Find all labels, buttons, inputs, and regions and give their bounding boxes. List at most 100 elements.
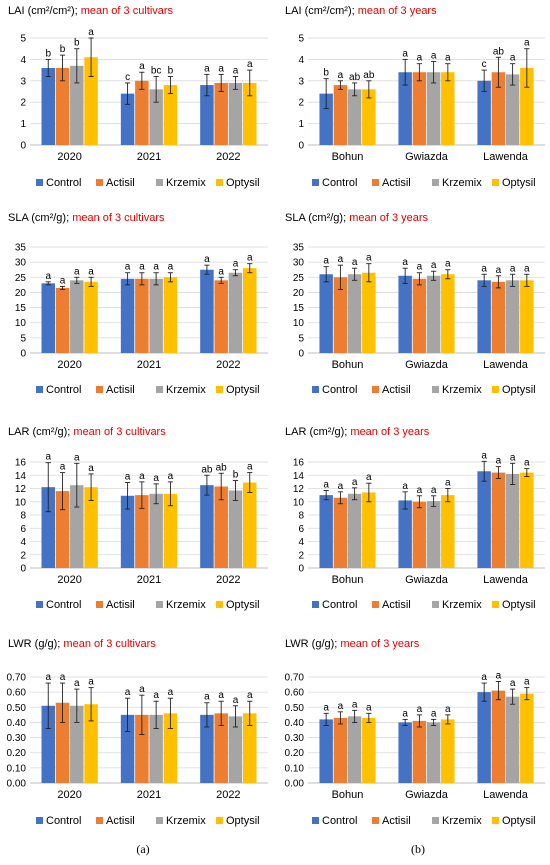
chart-0-significance-letter: a — [88, 27, 94, 38]
chart-4-significance-letter: b — [233, 470, 239, 481]
chart-1-significance-letter: a — [510, 53, 516, 64]
chart-4-significance-letter: ab — [201, 464, 213, 475]
chart-6-significance-letter: a — [153, 690, 159, 701]
chart-3-ytick-label: 25 — [293, 273, 305, 284]
chart-1-bar — [362, 89, 376, 145]
chart-2-legend-swatch — [36, 386, 43, 393]
chart-1-legend-label: Actisil — [382, 177, 411, 189]
chart-2-title-main: SLA (cm²/g); — [8, 212, 72, 224]
chart-7-significance-letter: a — [524, 677, 530, 688]
chart-1-significance-letter: a — [445, 53, 451, 64]
chart-6-significance-letter: a — [45, 672, 51, 683]
chart-6-bar — [163, 713, 178, 783]
chart-6-xtick-label: 2021 — [137, 789, 161, 801]
chart-2-ytick-label: 35 — [15, 243, 27, 254]
chart-1-significance-letter: a — [417, 53, 423, 64]
chart-6-legend-label: Krzemix — [166, 815, 206, 827]
chart-0-significance-letter: a — [233, 66, 239, 77]
chart-1-ytick-label: 0 — [298, 141, 304, 152]
chart-5-ytick-label: 6 — [298, 524, 304, 535]
chart-3-ytick-label: 10 — [293, 318, 305, 329]
chart-3-title: SLA (cm²/g); mean of 3 years — [285, 212, 429, 224]
chart-7-title-note: mean of 3 years — [340, 638, 419, 650]
chart-2-ytick-label: 30 — [15, 258, 27, 269]
chart-4-ytick-label: 8 — [20, 511, 26, 522]
chart-6-significance-letter: a — [233, 695, 239, 706]
chart-3-bar — [333, 277, 348, 353]
chart-5-bar — [362, 492, 376, 568]
chart-0-xtick-label: 2022 — [216, 151, 240, 163]
chart-3-significance-letter: a — [524, 263, 530, 274]
chart-3-bar — [441, 274, 455, 353]
chart-0-significance-letter: a — [218, 63, 224, 74]
chart-2-legend-swatch — [216, 386, 223, 393]
chart-0-bar — [70, 65, 84, 145]
chart-0-significance-letter: a — [139, 61, 145, 72]
chart-6-ytick-label: 0.70 — [7, 673, 27, 684]
chart-6-title-note: mean of 3 cultivars — [63, 638, 156, 650]
chart-1-legend-label: Optysil — [502, 177, 536, 189]
chart-1-bar — [505, 74, 520, 145]
chart-4-bar — [120, 495, 135, 568]
chart-6-significance-letter: a — [139, 684, 145, 695]
chart-0-legend-label: Krzemix — [166, 177, 206, 189]
chart-3-bar — [398, 275, 412, 353]
chart-0-legend-swatch — [36, 179, 43, 186]
chart-5-bar — [398, 500, 412, 568]
chart-6-legend-label: Actisil — [106, 815, 135, 827]
chart-3-legend-swatch — [312, 386, 319, 393]
chart-3-significance-letter: a — [445, 259, 451, 270]
chart-1-legend-swatch — [432, 179, 439, 186]
chart-2-significance-letter: a — [218, 266, 224, 277]
chart-0-title-main: LAI (cm²/cm²); — [8, 5, 81, 17]
chart-1-xtick-label: Gwiazda — [405, 151, 449, 163]
chart-2-bar — [163, 277, 178, 353]
chart-5-ytick-label: 2 — [298, 550, 304, 561]
chart-7-ytick-label: 0.10 — [285, 763, 305, 774]
chart-0-ytick-label: 0 — [20, 141, 26, 152]
chart-2-xtick-label: 2020 — [57, 359, 81, 371]
chart-4-significance-letter: a — [125, 472, 131, 483]
chart-3-legend-label: Control — [322, 384, 357, 396]
chart-4-bar — [41, 487, 55, 568]
chart-5-xtick-label: Gwiazda — [405, 574, 449, 586]
chart-3-significance-letter: a — [481, 263, 487, 274]
chart-3-ytick-label: 0 — [298, 349, 304, 360]
chart-5-bar — [412, 501, 427, 568]
chart-0-significance-letter: a — [204, 63, 210, 74]
chart-5-ytick-label: 10 — [293, 497, 305, 508]
chart-1-ytick-label: 2 — [298, 98, 304, 109]
chart-2-significance-letter: a — [204, 254, 210, 265]
chart-4-legend-swatch — [156, 601, 163, 608]
chart-0-legend-swatch — [96, 179, 103, 186]
chart-4-bar — [135, 495, 149, 568]
chart-4-ytick-label: 2 — [20, 550, 26, 561]
chart-2-bar — [70, 280, 84, 353]
chart-5-significance-letter: a — [352, 477, 358, 488]
chart-6-bar — [135, 714, 149, 783]
chart-0-legend-label: Control — [46, 177, 81, 189]
chart-2-ytick-label: 5 — [20, 333, 26, 344]
chart-2-significance-letter: a — [233, 259, 239, 270]
chart-0-bar — [228, 82, 243, 145]
chart-4-significance-letter: a — [139, 471, 145, 482]
chart-7-bar — [505, 696, 520, 783]
chart-1-ytick-label: 5 — [298, 34, 304, 45]
chart-5-significance-letter: a — [402, 481, 408, 492]
chart-7-bar — [347, 716, 362, 783]
panel-label-b: (b) — [411, 842, 425, 856]
chart-0-significance-letter: c — [125, 72, 130, 83]
chart-5-title-main: LAR (cm²/g); — [285, 426, 350, 438]
chart-6-legend-swatch — [216, 817, 223, 824]
chart-6-legend-swatch — [96, 817, 103, 824]
chart-6-ytick-label: 0.30 — [7, 733, 27, 744]
chart-5-significance-letter: a — [524, 458, 530, 469]
chart-4-bar — [228, 490, 243, 568]
chart-3-significance-letter: a — [402, 257, 408, 268]
chart-1-significance-letter: a — [524, 38, 530, 49]
chart-6-ytick-label: 0.10 — [7, 763, 27, 774]
chart-3-ytick-label: 20 — [293, 288, 305, 299]
chart-7-legend-label: Control — [322, 815, 357, 827]
chart-5-bar — [477, 471, 491, 568]
chart-0-xtick-label: 2020 — [57, 151, 81, 163]
